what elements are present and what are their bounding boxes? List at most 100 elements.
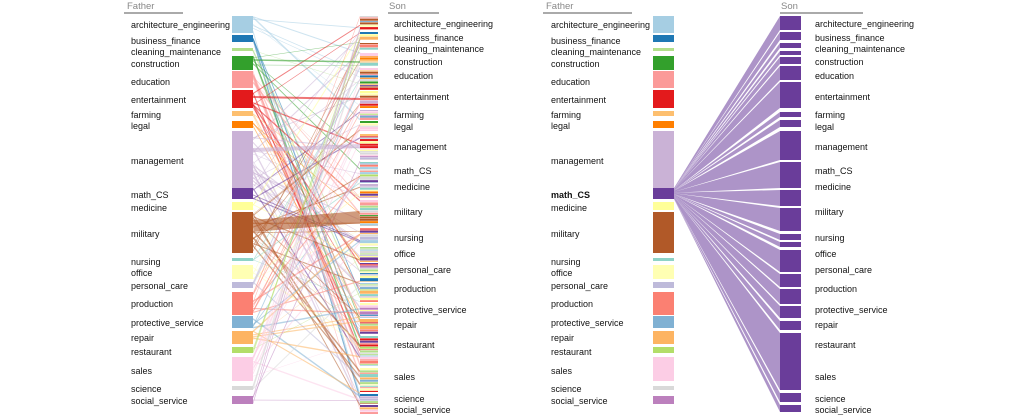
father-label-office[interactable]: office — [551, 268, 572, 278]
son-bar-highlighted[interactable] — [780, 131, 801, 160]
father-bar-sales[interactable] — [653, 357, 674, 381]
father-label-repair[interactable]: repair — [551, 333, 574, 343]
son-bar-highlighted[interactable] — [780, 32, 801, 40]
father-bar-legal[interactable] — [232, 121, 253, 128]
father-label-repair[interactable]: repair — [131, 333, 154, 343]
son-label-math_CS[interactable]: math_CS — [394, 166, 432, 176]
father-label-military[interactable]: military — [551, 229, 580, 239]
father-label-architecture_engineering[interactable]: architecture_engineering — [551, 20, 650, 30]
father-label-medicine[interactable]: medicine — [551, 203, 587, 213]
son-label-education[interactable]: education — [394, 71, 433, 81]
father-label-nursing[interactable]: nursing — [131, 257, 161, 267]
father-label-entertainment[interactable]: entertainment — [131, 95, 187, 105]
father-bar-math_CS[interactable] — [232, 188, 253, 199]
father-bar-architecture_engineering[interactable] — [653, 16, 674, 33]
son-bar-highlighted[interactable] — [780, 289, 801, 304]
father-bar-business_finance[interactable] — [232, 35, 253, 42]
father-label-medicine[interactable]: medicine — [131, 203, 167, 213]
son-bar-highlighted[interactable] — [780, 321, 801, 330]
father-bar-restaurant[interactable] — [653, 347, 674, 353]
father-bar-management[interactable] — [232, 131, 253, 188]
son-label-office[interactable]: office — [815, 249, 836, 259]
son-bar-highlighted[interactable] — [780, 242, 801, 247]
son-label-production[interactable]: production — [394, 284, 436, 294]
son-label-office[interactable]: office — [394, 249, 415, 259]
son-bar-highlighted[interactable] — [780, 57, 801, 64]
son-label-military[interactable]: military — [815, 207, 844, 217]
son-label-construction[interactable]: construction — [815, 57, 864, 67]
son-label-sales[interactable]: sales — [815, 372, 837, 382]
father-bar-cleaning_maintenance[interactable] — [653, 48, 674, 51]
son-label-restaurant[interactable]: restaurant — [394, 340, 435, 350]
son-label-cleaning_maintenance[interactable]: cleaning_maintenance — [815, 44, 905, 54]
father-bar-social_service[interactable] — [653, 396, 674, 404]
son-bar-highlighted[interactable] — [780, 306, 801, 318]
father-label-personal_care[interactable]: personal_care — [551, 281, 608, 291]
father-label-protective_service[interactable]: protective_service — [131, 318, 204, 328]
son-label-business_finance[interactable]: business_finance — [815, 33, 885, 43]
son-bar-highlighted[interactable] — [780, 16, 801, 30]
father-bar-office[interactable] — [653, 265, 674, 279]
father-label-entertainment[interactable]: entertainment — [551, 95, 607, 105]
son-label-farming[interactable]: farming — [394, 110, 424, 120]
son-label-science[interactable]: science — [394, 394, 425, 404]
father-bar-military[interactable] — [653, 212, 674, 253]
father-bar-science[interactable] — [653, 386, 674, 390]
father-bar-farming[interactable] — [653, 111, 674, 116]
son-label-entertainment[interactable]: entertainment — [815, 92, 871, 102]
son-label-math_CS[interactable]: math_CS — [815, 166, 853, 176]
son-bar-highlighted[interactable] — [780, 190, 801, 206]
father-label-farming[interactable]: farming — [551, 110, 581, 120]
father-label-science[interactable]: science — [131, 384, 162, 394]
son-bar-highlighted[interactable] — [780, 162, 801, 188]
father-bar-sales[interactable] — [232, 357, 253, 381]
father-label-cleaning_maintenance[interactable]: cleaning_maintenance — [131, 47, 221, 57]
father-label-protective_service[interactable]: protective_service — [551, 318, 624, 328]
father-bar-protective_service[interactable] — [232, 316, 253, 328]
father-label-restaurant[interactable]: restaurant — [131, 347, 172, 357]
son-label-personal_care[interactable]: personal_care — [394, 265, 451, 275]
father-label-legal[interactable]: legal — [551, 121, 570, 131]
father-bar-architecture_engineering[interactable] — [232, 16, 253, 33]
father-label-architecture_engineering[interactable]: architecture_engineering — [131, 20, 230, 30]
son-label-social_service[interactable]: social_service — [815, 405, 872, 415]
father-label-construction[interactable]: construction — [551, 59, 600, 69]
father-label-construction[interactable]: construction — [131, 59, 180, 69]
father-bar-production[interactable] — [232, 292, 253, 315]
father-bar-medicine[interactable] — [232, 202, 253, 210]
son-label-protective_service[interactable]: protective_service — [394, 305, 467, 315]
father-bar-office[interactable] — [232, 265, 253, 279]
father-label-office[interactable]: office — [131, 268, 152, 278]
son-label-military[interactable]: military — [394, 207, 423, 217]
father-label-business_finance[interactable]: business_finance — [551, 36, 621, 46]
son-bar-highlighted[interactable] — [780, 51, 801, 55]
father-bar-construction[interactable] — [653, 56, 674, 70]
son-label-architecture_engineering[interactable]: architecture_engineering — [394, 19, 493, 29]
son-label-construction[interactable]: construction — [394, 57, 443, 67]
father-label-education[interactable]: education — [131, 77, 170, 87]
father-bar-personal_care[interactable] — [653, 282, 674, 288]
father-bar-personal_care[interactable] — [232, 282, 253, 288]
son-bar-highlighted[interactable] — [780, 208, 801, 231]
father-bar-entertainment[interactable] — [653, 90, 674, 108]
father-label-production[interactable]: production — [131, 299, 173, 309]
father-label-production[interactable]: production — [551, 299, 593, 309]
father-label-science[interactable]: science — [551, 384, 582, 394]
father-label-sales[interactable]: sales — [551, 366, 573, 376]
son-label-social_service[interactable]: social_service — [394, 405, 451, 415]
father-label-business_finance[interactable]: business_finance — [131, 36, 201, 46]
son-label-protective_service[interactable]: protective_service — [815, 305, 888, 315]
father-label-nursing[interactable]: nursing — [551, 257, 581, 267]
son-bar-highlighted[interactable] — [780, 393, 801, 402]
father-bar-entertainment[interactable] — [232, 90, 253, 108]
father-bar-medicine[interactable] — [653, 202, 674, 210]
son-bar-highlighted[interactable] — [780, 43, 801, 48]
son-label-repair[interactable]: repair — [394, 320, 417, 330]
son-label-medicine[interactable]: medicine — [394, 182, 430, 192]
son-label-restaurant[interactable]: restaurant — [815, 340, 856, 350]
father-label-management[interactable]: management — [131, 156, 184, 166]
son-label-nursing[interactable]: nursing — [394, 233, 424, 243]
father-label-farming[interactable]: farming — [131, 110, 161, 120]
son-label-production[interactable]: production — [815, 284, 857, 294]
father-bar-cleaning_maintenance[interactable] — [232, 48, 253, 51]
